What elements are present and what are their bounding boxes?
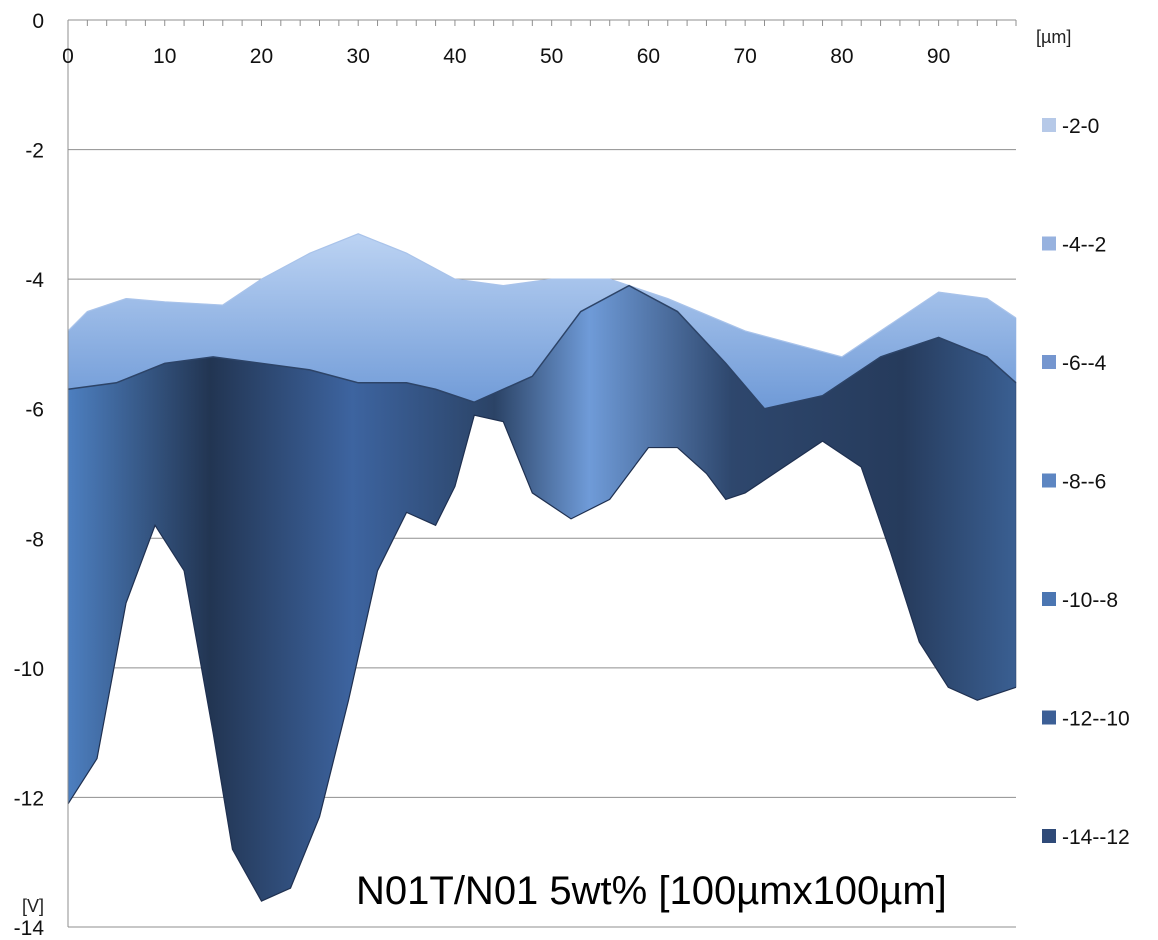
x-tick-label: 50 — [540, 45, 563, 68]
x-tick-label: 80 — [830, 45, 853, 68]
legend-label: -14--12 — [1062, 826, 1130, 849]
y-tick-label: -8 — [25, 528, 44, 551]
x-tick-label: 0 — [62, 45, 74, 68]
front-profile-line — [67, 414, 1017, 902]
y-tick-label: 0 — [32, 10, 44, 33]
legend-swatch — [1042, 118, 1056, 132]
x-tick-label: 20 — [250, 45, 273, 68]
y-tick-label: -2 — [25, 140, 44, 163]
legend-swatch — [1042, 592, 1056, 606]
legend-swatch — [1042, 236, 1056, 251]
x-tick-label: 30 — [347, 45, 370, 68]
back-ridge-line — [67, 233, 1017, 358]
y-tick-label: -14 — [14, 917, 45, 940]
axes — [67, 19, 1016, 928]
x-axis-ticks: 0 10 20 30 40 50 60 70 80 90 — [62, 20, 1017, 68]
legend-swatch — [1042, 710, 1056, 725]
y-tick-label: -12 — [14, 787, 44, 810]
x-tick-label: 60 — [637, 45, 660, 68]
chart-annotation: N01T/N01 5wt% [100µmx100µm] — [356, 869, 947, 913]
x-unit-label: [µm] — [1036, 27, 1071, 47]
front-surface-sheet — [67, 285, 1017, 902]
mid-ridge-line — [67, 284, 1017, 410]
x-tick-label: 40 — [443, 45, 466, 68]
legend-label: -2-0 — [1062, 115, 1099, 138]
legend-swatch — [1042, 355, 1056, 369]
surface-plot — [67, 233, 1017, 902]
x-tick-label: 90 — [927, 45, 950, 68]
x-tick-label: 70 — [733, 45, 756, 68]
y-tick-label: -10 — [14, 658, 44, 681]
legend-swatch — [1042, 829, 1056, 843]
y-unit-label: [V] — [22, 896, 44, 916]
legend-label: -4--2 — [1062, 234, 1106, 257]
legend: -2-0 -4--2 -6--4 -8--6 -10--8 -12--10 -14--12 — [1042, 115, 1130, 849]
legend-label: -8--6 — [1062, 471, 1106, 494]
legend-label: -12--10 — [1062, 708, 1130, 731]
legend-label: -10--8 — [1062, 589, 1118, 612]
y-tick-label: -6 — [25, 399, 44, 422]
y-tick-label: -4 — [25, 269, 44, 292]
legend-label: -6--4 — [1062, 352, 1107, 375]
legend-swatch — [1042, 473, 1056, 488]
y-axis-ticks: 0 -2 -4 -6 -8 -10 -12 -14 — [14, 10, 45, 940]
x-tick-label: 10 — [153, 45, 176, 68]
